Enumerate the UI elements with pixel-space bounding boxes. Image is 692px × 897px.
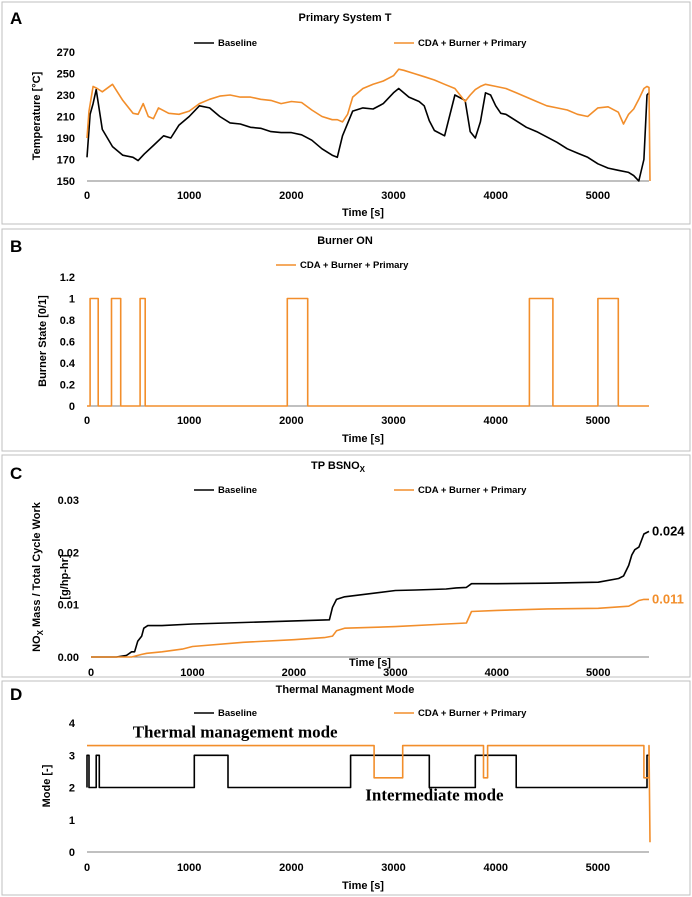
x-tick-label: 1000: [177, 415, 201, 427]
x-tick-label: 3000: [381, 190, 405, 202]
series-line-cda-burner-primary: [87, 744, 651, 843]
x-axis-label: Time [s]: [342, 880, 384, 892]
y-tick-label: 0.02: [58, 547, 79, 559]
x-tick-label: 5000: [586, 862, 610, 874]
y-tick-label: 0.8: [60, 315, 75, 327]
y-axis-label-subscript: X: [36, 629, 45, 635]
y-tick-label: 210: [57, 112, 75, 124]
panel-frame: [1, 454, 691, 678]
panel-letter: C: [10, 464, 22, 483]
y-axis-label-part: Mass / Total Cycle Work: [31, 501, 43, 630]
y-tick-label: 2: [69, 783, 75, 795]
legend-entry: CDA + Burner + Primary: [418, 708, 527, 719]
y-axis-label: Temperature [°C]: [31, 71, 43, 160]
x-tick-label: 5000: [586, 415, 610, 427]
legend-entry: Baseline: [218, 485, 257, 496]
y-tick-label: 1.2: [60, 272, 75, 284]
y-tick-label: 3: [69, 750, 75, 762]
x-tick-label: 0: [84, 415, 90, 427]
series-line-baseline: [91, 530, 650, 658]
y-axis-label: Burner State [0/1]: [37, 295, 49, 387]
y-tick-label: 270: [57, 47, 75, 59]
chart-title-text: Burner ON: [317, 235, 373, 247]
x-tick-label: 5000: [586, 190, 610, 202]
panel-letter: D: [10, 685, 22, 704]
x-tick-label: 0: [88, 667, 94, 679]
x-tick-label: 1000: [177, 190, 201, 202]
y-tick-label: 0.4: [60, 358, 76, 370]
chart-title: TP BSNOX: [311, 460, 366, 474]
series-line-baseline: [86, 754, 649, 789]
chart-title-text: Thermal Managment Mode: [276, 684, 415, 696]
y-tick-label: 250: [57, 69, 75, 81]
x-tick-label: 4000: [483, 415, 507, 427]
y-tick-label: 150: [57, 176, 75, 188]
panel-letter: B: [10, 237, 22, 256]
y-axis-label-part: NO: [31, 635, 43, 652]
x-axis-label: Time [s]: [342, 433, 384, 445]
chart-title: Burner ON: [317, 235, 373, 247]
y-tick-label: 0.2: [60, 380, 75, 392]
panel-letter: A: [10, 9, 22, 28]
annotation-text: Thermal management mode: [133, 723, 338, 742]
annotation-text: Intermediate mode: [365, 785, 504, 804]
x-tick-label: 2000: [279, 190, 303, 202]
y-tick-label: 4: [69, 718, 76, 730]
panel-a: A Primary System T Baseline CDA + Burner + …: [1, 1, 691, 225]
y-tick-label: 190: [57, 133, 75, 145]
x-tick-label: 5000: [586, 667, 610, 679]
chart-title-subscript: X: [360, 465, 366, 474]
y-axis-unit-label: [g/hp-hr]: [59, 554, 71, 600]
y-tick-label: 1: [69, 294, 75, 306]
chart-title: Thermal Managment Mode: [276, 684, 415, 696]
x-tick-label: 4000: [483, 862, 507, 874]
series-line-cda-burner-primary: [86, 68, 651, 182]
y-tick-label: 230: [57, 90, 75, 102]
y-axis-label: Mode [-]: [41, 764, 53, 807]
x-tick-label: 2000: [279, 415, 303, 427]
x-axis-label: Time [s]: [342, 207, 384, 219]
legend-entry: Baseline: [218, 38, 257, 49]
y-tick-label: 170: [57, 155, 75, 167]
y-tick-label: 0.03: [58, 495, 79, 507]
x-tick-label: 0: [84, 862, 90, 874]
x-tick-label: 3000: [383, 667, 407, 679]
legend-entry: CDA + Burner + Primary: [418, 38, 527, 49]
x-axis-label: Time [s]: [349, 657, 391, 669]
y-tick-label: 0: [69, 847, 75, 859]
x-tick-label: 0: [84, 190, 90, 202]
x-tick-label: 4000: [483, 190, 507, 202]
x-tick-label: 3000: [381, 415, 405, 427]
panel-d: D Thermal Managment Mode Baseline CDA + Bur…: [1, 680, 691, 896]
x-tick-label: 2000: [282, 667, 306, 679]
panel-frame: [1, 228, 691, 452]
x-tick-label: 1000: [177, 862, 201, 874]
series-line-baseline: [86, 87, 650, 182]
x-tick-label: 2000: [279, 862, 303, 874]
series-line-cda-burner-primary: [87, 297, 649, 407]
x-tick-label: 3000: [381, 862, 405, 874]
y-tick-label: 0.00: [58, 652, 79, 664]
chart-title: Primary System T: [299, 12, 392, 24]
series-line-cda-burner-primary: [91, 598, 649, 658]
x-tick-label: 4000: [485, 667, 509, 679]
x-tick-label: 1000: [180, 667, 204, 679]
chart-title-text: Primary System T: [299, 12, 392, 24]
legend-entry: Baseline: [218, 708, 257, 719]
end-value-label: 0.011: [652, 591, 684, 606]
legend-entry: CDA + Burner + Primary: [418, 485, 527, 496]
y-tick-label: 1: [69, 815, 75, 827]
panel-b: B Burner ON CDA + Burner + Primary 0 1000 200…: [1, 228, 691, 452]
y-tick-label: 0.6: [60, 337, 75, 349]
y-tick-label: 0.01: [58, 600, 79, 612]
y-axis-label: NOX Mass / Total Cycle Work: [31, 501, 45, 652]
y-tick-label: 0: [69, 401, 75, 413]
chart-title-text: TP BSNO: [311, 460, 360, 472]
end-value-label: 0.024: [652, 523, 685, 538]
legend-entry: CDA + Burner + Primary: [300, 260, 409, 271]
